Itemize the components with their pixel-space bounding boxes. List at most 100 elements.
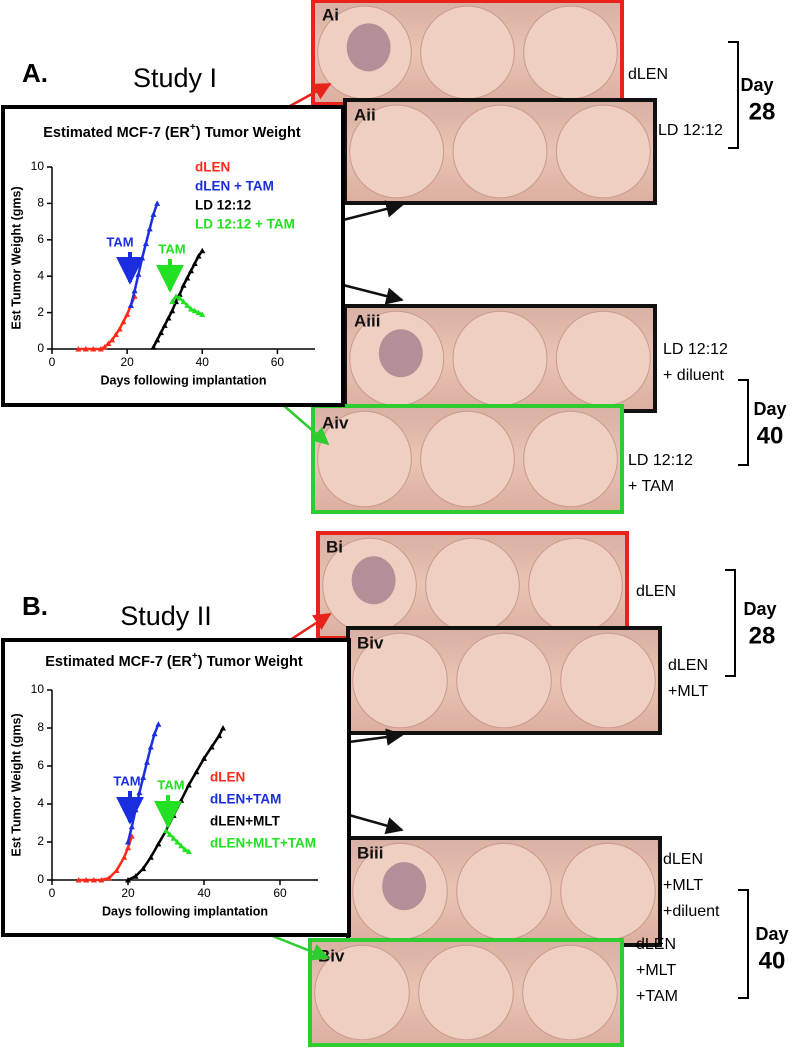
x-axis-label: Days following implantation [101, 373, 267, 387]
arrow [348, 728, 404, 746]
annotation: TAM [157, 777, 184, 792]
photo-label: Ai [322, 5, 339, 24]
data-point [146, 225, 153, 232]
data-point [208, 744, 215, 750]
chart-frame [1, 105, 345, 407]
x-tick-label: 40 [196, 355, 210, 369]
annotation: TAM [113, 773, 140, 788]
data-point [170, 835, 177, 841]
bracket [738, 379, 749, 466]
photo-caption: + diluent [663, 367, 724, 384]
data-point [166, 831, 173, 837]
data-point [83, 877, 90, 883]
data-point [112, 331, 119, 337]
data-point [106, 875, 112, 881]
mouse [456, 842, 552, 941]
data-point [132, 873, 139, 879]
study-title: Study I [133, 63, 217, 93]
data-point [176, 291, 183, 297]
data-point [220, 725, 226, 731]
day-label: Day [740, 75, 773, 95]
chart-title: Estimated MCF-7 (ER+) Tumor Weight [45, 651, 303, 670]
mouse [522, 944, 618, 1041]
data-point [157, 329, 164, 336]
data-point [174, 839, 181, 845]
mouse [555, 310, 651, 407]
data-point [150, 344, 157, 350]
legend-entry: dLEN+MLT+TAM [210, 836, 316, 851]
title-part: + [190, 122, 196, 133]
photo-caption: +TAM [636, 988, 678, 1005]
data-point [120, 318, 127, 325]
data-point [127, 302, 134, 308]
data-point [142, 240, 149, 246]
photo-caption: dLEN [628, 66, 668, 83]
x-tick-label: 40 [197, 886, 211, 900]
mouse [523, 410, 618, 508]
tumor [351, 556, 396, 605]
data-point [161, 322, 168, 328]
y-tick-label: 2 [37, 834, 44, 848]
arrow [269, 933, 330, 961]
bracket [725, 569, 736, 677]
legend-entry: dLEN+MLT [210, 814, 281, 829]
y-tick-label: 0 [37, 872, 44, 886]
data-point [155, 840, 162, 847]
data-point [116, 325, 123, 332]
data-point [151, 730, 158, 737]
day-number: 28 [749, 98, 776, 125]
annotation: TAM [106, 234, 133, 249]
data-point [195, 253, 202, 259]
arrow [281, 403, 330, 446]
data-point [169, 307, 176, 314]
data-point [131, 287, 138, 294]
photo-frame [308, 938, 624, 1047]
data-point [98, 877, 105, 883]
data-point [195, 309, 202, 316]
photo-caption: LD 12:12 [663, 341, 728, 358]
day-label: Day [755, 924, 788, 944]
title-part: ) Tumor Weight [196, 125, 301, 141]
arrow [342, 200, 404, 222]
data-point [199, 247, 206, 254]
x-tick-label: 20 [120, 355, 134, 369]
legend-entry: LD 12:12 + TAM [195, 217, 295, 232]
data-point [201, 755, 207, 761]
photo-label: Aiv [322, 413, 349, 432]
day-label: Day [753, 399, 786, 419]
mouse [523, 5, 618, 100]
tumor [346, 23, 391, 72]
data-point [144, 759, 150, 765]
mouse [452, 104, 548, 199]
data-point [97, 346, 104, 352]
bracket [728, 41, 739, 149]
arrow [289, 612, 332, 642]
mouse [456, 632, 552, 729]
photo-caption: +MLT [668, 683, 708, 700]
title-part: + [192, 651, 198, 662]
y-tick-label: 10 [31, 682, 45, 696]
title-part: Estimated MCF-7 (ER [43, 125, 190, 141]
y-tick-label: 2 [37, 305, 44, 319]
photo-caption: dLEN [668, 657, 708, 674]
photo-caption: LD 12:12 [658, 122, 723, 139]
photo-label: Biii [357, 843, 383, 862]
data-point [163, 827, 169, 834]
data-point [105, 340, 112, 347]
data-point [199, 311, 206, 317]
mouse [420, 410, 515, 508]
photo-caption: LD 12:12 [628, 452, 693, 469]
data-point [90, 877, 97, 883]
study-title: Study II [120, 601, 212, 631]
photo-caption: +MLT [636, 962, 676, 979]
y-tick-label: 6 [37, 758, 44, 772]
photo-caption: + TAM [628, 478, 674, 495]
day-number: 40 [759, 947, 786, 974]
mouse [420, 5, 515, 100]
photo-caption: dLEN [663, 851, 703, 868]
mouse [349, 104, 445, 199]
x-tick-label: 0 [49, 886, 56, 900]
tumor [378, 329, 423, 378]
data-point [75, 346, 82, 352]
